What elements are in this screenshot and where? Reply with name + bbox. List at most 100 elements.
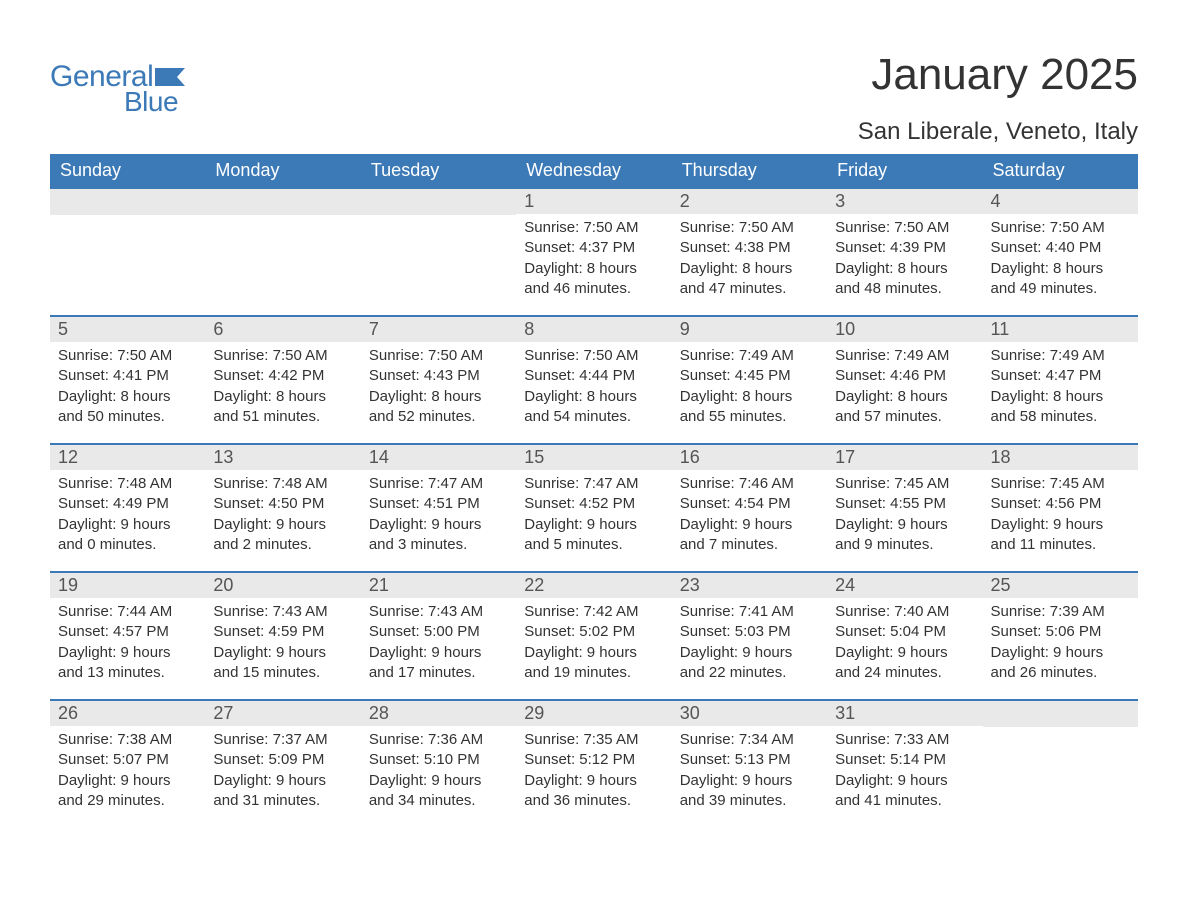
day-content: Sunrise: 7:50 AMSunset: 4:37 PMDaylight:… [516, 214, 671, 307]
day-sunrise: Sunrise: 7:41 AM [680, 602, 819, 622]
day-header: Monday [205, 154, 360, 188]
day-cell [205, 188, 360, 316]
day-d1: Daylight: 9 hours [835, 771, 974, 791]
day-number: 26 [50, 701, 205, 726]
day-content: Sunrise: 7:49 AMSunset: 4:46 PMDaylight:… [827, 342, 982, 435]
day-d2: and 54 minutes. [524, 407, 663, 427]
day-number: 3 [827, 189, 982, 214]
day-d2: and 26 minutes. [991, 663, 1130, 683]
day-sunrise: Sunrise: 7:50 AM [835, 218, 974, 238]
day-content: Sunrise: 7:40 AMSunset: 5:04 PMDaylight:… [827, 598, 982, 691]
logo: General Blue [50, 50, 185, 118]
day-cell: 18Sunrise: 7:45 AMSunset: 4:56 PMDayligh… [983, 444, 1138, 572]
day-header: Sunday [50, 154, 205, 188]
day-content: Sunrise: 7:48 AMSunset: 4:49 PMDaylight:… [50, 470, 205, 563]
day-d1: Daylight: 9 hours [213, 515, 352, 535]
day-d2: and 9 minutes. [835, 535, 974, 555]
day-d2: and 11 minutes. [991, 535, 1130, 555]
day-content: Sunrise: 7:50 AMSunset: 4:38 PMDaylight:… [672, 214, 827, 307]
day-content: Sunrise: 7:48 AMSunset: 4:50 PMDaylight:… [205, 470, 360, 563]
day-sunrise: Sunrise: 7:50 AM [524, 218, 663, 238]
week-row: 19Sunrise: 7:44 AMSunset: 4:57 PMDayligh… [50, 572, 1138, 700]
day-cell: 29Sunrise: 7:35 AMSunset: 5:12 PMDayligh… [516, 700, 671, 828]
day-d2: and 51 minutes. [213, 407, 352, 427]
day-number: 28 [361, 701, 516, 726]
day-cell: 7Sunrise: 7:50 AMSunset: 4:43 PMDaylight… [361, 316, 516, 444]
day-d1: Daylight: 8 hours [835, 259, 974, 279]
day-d2: and 0 minutes. [58, 535, 197, 555]
day-cell: 13Sunrise: 7:48 AMSunset: 4:50 PMDayligh… [205, 444, 360, 572]
day-content: Sunrise: 7:39 AMSunset: 5:06 PMDaylight:… [983, 598, 1138, 691]
day-cell: 20Sunrise: 7:43 AMSunset: 4:59 PMDayligh… [205, 572, 360, 700]
day-sunrise: Sunrise: 7:38 AM [58, 730, 197, 750]
day-cell [983, 700, 1138, 828]
day-d1: Daylight: 9 hours [991, 643, 1130, 663]
title-block: January 2025 San Liberale, Veneto, Italy [858, 50, 1138, 146]
day-sunrise: Sunrise: 7:50 AM [524, 346, 663, 366]
day-sunset: Sunset: 4:44 PM [524, 366, 663, 386]
day-number: 14 [361, 445, 516, 470]
day-cell: 23Sunrise: 7:41 AMSunset: 5:03 PMDayligh… [672, 572, 827, 700]
day-sunset: Sunset: 4:54 PM [680, 494, 819, 514]
day-d1: Daylight: 9 hours [524, 771, 663, 791]
day-d1: Daylight: 8 hours [835, 387, 974, 407]
day-sunset: Sunset: 4:51 PM [369, 494, 508, 514]
empty-day [361, 189, 516, 215]
day-content: Sunrise: 7:50 AMSunset: 4:41 PMDaylight:… [50, 342, 205, 435]
day-d1: Daylight: 9 hours [524, 515, 663, 535]
day-sunrise: Sunrise: 7:43 AM [213, 602, 352, 622]
day-d2: and 49 minutes. [991, 279, 1130, 299]
day-d1: Daylight: 9 hours [680, 771, 819, 791]
day-header: Thursday [672, 154, 827, 188]
day-number: 24 [827, 573, 982, 598]
day-cell: 12Sunrise: 7:48 AMSunset: 4:49 PMDayligh… [50, 444, 205, 572]
day-d2: and 52 minutes. [369, 407, 508, 427]
day-sunrise: Sunrise: 7:50 AM [680, 218, 819, 238]
day-content: Sunrise: 7:50 AMSunset: 4:42 PMDaylight:… [205, 342, 360, 435]
day-number: 16 [672, 445, 827, 470]
day-cell: 6Sunrise: 7:50 AMSunset: 4:42 PMDaylight… [205, 316, 360, 444]
day-sunset: Sunset: 4:49 PM [58, 494, 197, 514]
empty-day [983, 701, 1138, 727]
day-cell: 3 Sunrise: 7:50 AMSunset: 4:39 PMDaylight… [827, 188, 982, 316]
day-number: 25 [983, 573, 1138, 598]
day-sunrise: Sunrise: 7:37 AM [213, 730, 352, 750]
day-content: Sunrise: 7:45 AMSunset: 4:56 PMDaylight:… [983, 470, 1138, 563]
day-d1: Daylight: 9 hours [524, 643, 663, 663]
day-number: 29 [516, 701, 671, 726]
day-sunset: Sunset: 4:39 PM [835, 238, 974, 258]
day-sunset: Sunset: 4:57 PM [58, 622, 197, 642]
week-row: 5Sunrise: 7:50 AMSunset: 4:41 PMDaylight… [50, 316, 1138, 444]
day-sunset: Sunset: 4:43 PM [369, 366, 508, 386]
day-cell: 15Sunrise: 7:47 AMSunset: 4:52 PMDayligh… [516, 444, 671, 572]
day-number: 27 [205, 701, 360, 726]
day-sunset: Sunset: 4:46 PM [835, 366, 974, 386]
day-content: Sunrise: 7:41 AMSunset: 5:03 PMDaylight:… [672, 598, 827, 691]
day-content: Sunrise: 7:47 AMSunset: 4:52 PMDaylight:… [516, 470, 671, 563]
month-title: January 2025 [858, 50, 1138, 100]
day-number: 19 [50, 573, 205, 598]
day-sunset: Sunset: 5:03 PM [680, 622, 819, 642]
day-content: Sunrise: 7:36 AMSunset: 5:10 PMDaylight:… [361, 726, 516, 819]
day-content: Sunrise: 7:35 AMSunset: 5:12 PMDaylight:… [516, 726, 671, 819]
day-content: Sunrise: 7:43 AMSunset: 4:59 PMDaylight:… [205, 598, 360, 691]
day-number: 4 [983, 189, 1138, 214]
day-number: 20 [205, 573, 360, 598]
day-content: Sunrise: 7:42 AMSunset: 5:02 PMDaylight:… [516, 598, 671, 691]
day-d1: Daylight: 9 hours [991, 515, 1130, 535]
day-sunset: Sunset: 4:37 PM [524, 238, 663, 258]
day-cell: 5Sunrise: 7:50 AMSunset: 4:41 PMDaylight… [50, 316, 205, 444]
day-sunset: Sunset: 4:55 PM [835, 494, 974, 514]
day-d2: and 57 minutes. [835, 407, 974, 427]
day-cell: 24Sunrise: 7:40 AMSunset: 5:04 PMDayligh… [827, 572, 982, 700]
day-content: Sunrise: 7:49 AMSunset: 4:45 PMDaylight:… [672, 342, 827, 435]
day-content: Sunrise: 7:46 AMSunset: 4:54 PMDaylight:… [672, 470, 827, 563]
day-cell: 14Sunrise: 7:47 AMSunset: 4:51 PMDayligh… [361, 444, 516, 572]
day-sunset: Sunset: 4:50 PM [213, 494, 352, 514]
day-sunset: Sunset: 5:09 PM [213, 750, 352, 770]
day-d1: Daylight: 8 hours [680, 259, 819, 279]
day-d1: Daylight: 8 hours [213, 387, 352, 407]
day-d2: and 29 minutes. [58, 791, 197, 811]
day-sunset: Sunset: 4:52 PM [524, 494, 663, 514]
day-d2: and 22 minutes. [680, 663, 819, 683]
